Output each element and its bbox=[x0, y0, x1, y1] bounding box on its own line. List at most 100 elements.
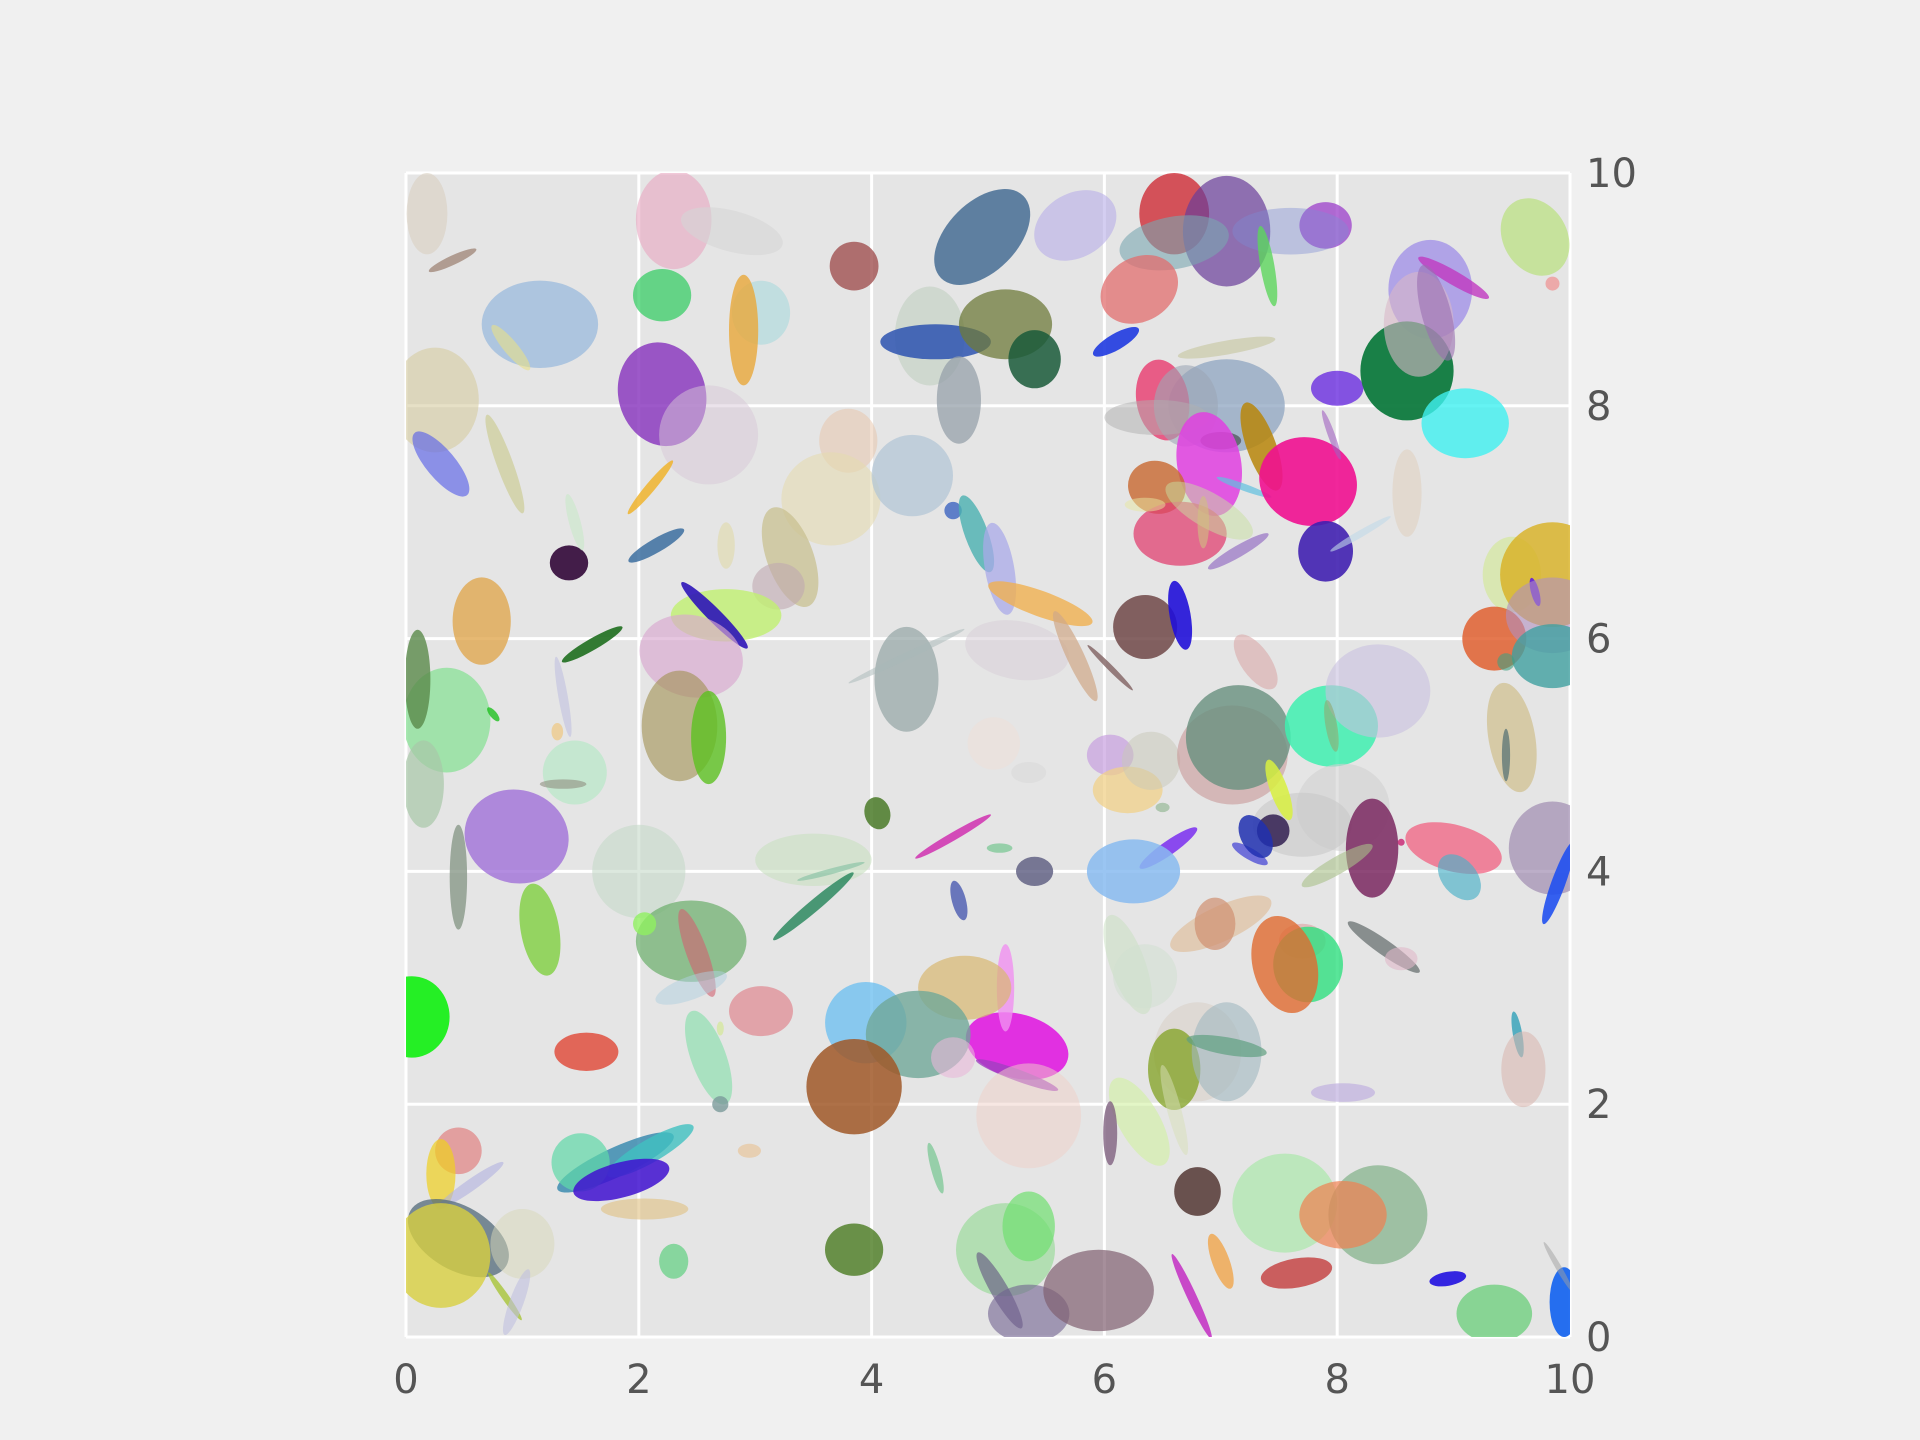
y-tick-label-4: 8 bbox=[1586, 384, 1611, 430]
ellipse-183 bbox=[573, 1158, 670, 1202]
ellipse-129 bbox=[1298, 521, 1353, 582]
ellipse-157 bbox=[1108, 1077, 1170, 1166]
ellipse-127 bbox=[1197, 496, 1210, 549]
ellipse-73 bbox=[406, 740, 444, 828]
ellipse-74 bbox=[464, 789, 569, 884]
ellipse-20 bbox=[1008, 330, 1061, 389]
ellipse-126 bbox=[1207, 533, 1269, 570]
ellipse-202 bbox=[1103, 1101, 1118, 1166]
ellipse-195 bbox=[927, 1142, 944, 1194]
ellipse-78 bbox=[773, 872, 854, 941]
ellipse-49 bbox=[936, 356, 982, 444]
x-tick-label-5: 10 bbox=[1545, 1357, 1596, 1403]
ellipse-211 bbox=[1456, 1284, 1533, 1337]
ellipse-100 bbox=[1185, 685, 1291, 790]
ellipse-42 bbox=[491, 324, 531, 371]
ellipse-92 bbox=[1087, 644, 1133, 691]
ellipse-213 bbox=[1543, 1241, 1570, 1293]
ellipse-23 bbox=[1257, 225, 1278, 307]
ellipse-178 bbox=[406, 976, 450, 1058]
ellipse-10 bbox=[1034, 190, 1117, 261]
ellipse-104 bbox=[1324, 700, 1339, 752]
ellipse-83 bbox=[1016, 856, 1054, 887]
ellipse-4 bbox=[934, 189, 1031, 285]
ellipse-188 bbox=[436, 1161, 504, 1210]
ellipse-88 bbox=[988, 581, 1093, 627]
ellipse-169 bbox=[729, 986, 793, 1037]
ellipse-55 bbox=[717, 522, 735, 569]
ellipse-0 bbox=[406, 173, 448, 255]
ellipse-141 bbox=[1497, 653, 1515, 671]
y-tick-label-5: 10 bbox=[1586, 151, 1637, 197]
ellipse-112 bbox=[1086, 839, 1181, 904]
y-tick-label-1: 2 bbox=[1586, 1082, 1611, 1128]
ellipse-41 bbox=[485, 414, 525, 514]
ellipse-150 bbox=[1194, 897, 1236, 950]
ellipse-187 bbox=[426, 1139, 456, 1209]
ellipse-205 bbox=[1207, 1233, 1234, 1289]
ellipse-98 bbox=[1155, 802, 1170, 813]
ellipse-81 bbox=[986, 843, 1013, 853]
ellipse-110 bbox=[1238, 815, 1273, 858]
ellipse-76 bbox=[592, 824, 686, 919]
ellipse-132 bbox=[1392, 449, 1422, 537]
ellipse-1 bbox=[428, 248, 477, 273]
ellipse-176 bbox=[716, 1021, 724, 1036]
ellipse-8 bbox=[1232, 207, 1349, 255]
ellipse-79 bbox=[797, 861, 865, 881]
x-tick-label-3: 6 bbox=[1092, 1357, 1117, 1403]
ellipse-50 bbox=[944, 501, 962, 520]
ellipse-85 bbox=[874, 626, 939, 732]
ellipse-193 bbox=[502, 1269, 531, 1335]
ellipse-21 bbox=[1100, 255, 1179, 324]
ellipse-59 bbox=[549, 545, 589, 581]
ellipse-148 bbox=[1251, 915, 1319, 1014]
ellipse-84 bbox=[950, 880, 968, 921]
ellipse-95 bbox=[1086, 734, 1134, 776]
ellipse-7 bbox=[1299, 202, 1352, 249]
ellipse-212 bbox=[1549, 1267, 1570, 1337]
ellipse-16 bbox=[829, 241, 879, 291]
ellipse-196 bbox=[825, 1223, 884, 1276]
x-tick-label-2: 4 bbox=[859, 1357, 884, 1403]
ellipse-61 bbox=[452, 577, 511, 665]
ellipse-140 bbox=[1501, 728, 1511, 782]
ellipse-62 bbox=[561, 626, 623, 663]
ellipse-2 bbox=[635, 173, 712, 270]
ellipse-40 bbox=[412, 431, 470, 497]
ellipse-44 bbox=[659, 385, 759, 485]
ellipse-3 bbox=[681, 207, 783, 256]
ellipse-204 bbox=[1171, 1254, 1212, 1337]
ellipse-15 bbox=[729, 274, 759, 386]
ellipse-203 bbox=[1174, 1167, 1221, 1216]
x-tick-label-0: 0 bbox=[393, 1357, 418, 1403]
ellipse-86 bbox=[848, 628, 965, 684]
ellipse-67 bbox=[551, 723, 564, 741]
ellipse-82 bbox=[864, 797, 891, 830]
ellipse-184 bbox=[600, 1198, 689, 1220]
ellipse-56 bbox=[628, 528, 685, 563]
ellipse-154 bbox=[1148, 1028, 1201, 1111]
ellipse-48 bbox=[871, 434, 953, 517]
ellipse-190 bbox=[490, 1209, 555, 1279]
ellipse-125 bbox=[1216, 476, 1272, 498]
ellipse-124 bbox=[1124, 497, 1166, 512]
ellipse-63 bbox=[554, 656, 572, 737]
ellipse-152 bbox=[1113, 944, 1178, 1009]
ellipse-38 bbox=[1417, 264, 1456, 361]
ellipse-36 bbox=[1421, 388, 1509, 459]
ellipse-108 bbox=[1231, 842, 1268, 866]
ellipse-34 bbox=[1311, 370, 1364, 406]
ellipse-39 bbox=[406, 347, 479, 453]
ellipse-168 bbox=[976, 1063, 1082, 1169]
ellipse-128 bbox=[1259, 437, 1357, 526]
ellipse-159 bbox=[1311, 1083, 1375, 1102]
x-tick-label-4: 8 bbox=[1324, 1357, 1349, 1403]
ellipse-93 bbox=[967, 717, 1020, 770]
ellipse-116 bbox=[1437, 854, 1481, 901]
ellipse-158 bbox=[1160, 1064, 1189, 1156]
ellipse-138 bbox=[1511, 624, 1570, 689]
y-tick-label-3: 6 bbox=[1586, 617, 1611, 663]
ellipse-173 bbox=[655, 970, 727, 1005]
